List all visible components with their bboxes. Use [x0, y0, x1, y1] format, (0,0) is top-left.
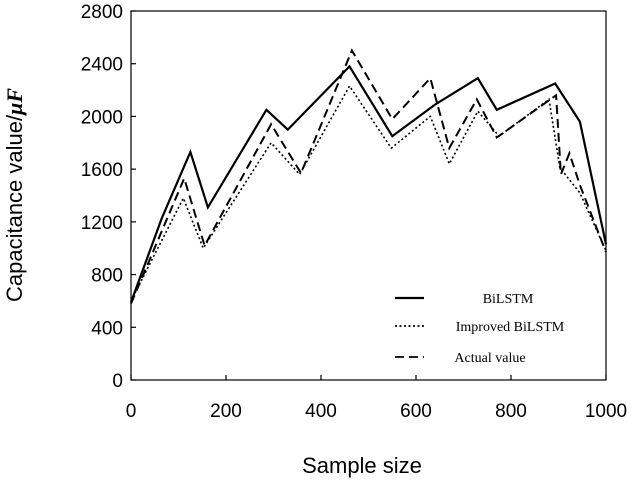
x-tick-label: 200 [210, 401, 242, 422]
y-tick-label: 2000 [81, 107, 123, 128]
y-tick-label: 2800 [81, 2, 123, 23]
x-tick-label: 600 [400, 401, 432, 422]
x-axis-title: Sample size [302, 453, 422, 478]
x-tick-label: 400 [305, 401, 337, 422]
series-lines [129, 48, 608, 304]
y-axis-title-text: Capacitance value/ [2, 114, 27, 302]
x-tick-label: 1000 [585, 401, 627, 422]
y-axis-title-unit: μF [2, 88, 27, 116]
y-tick-label: 0 [112, 371, 123, 392]
y-axis-title: Capacitance value/μF [2, 88, 27, 302]
legend-label: BiLSTM [483, 292, 534, 307]
x-axis-ticks: 0 200 400 600 800 1000 [126, 375, 627, 422]
x-tick-label: 0 [126, 401, 137, 422]
series-line-actual-value [130, 48, 607, 304]
y-tick-label: 400 [91, 318, 123, 339]
legend-label: Improved BiLSTM [456, 320, 565, 335]
legend-label: Actual value [454, 351, 525, 366]
y-axis-ticks: 0 400 800 1200 1600 2000 2400 2800 [81, 2, 136, 392]
x-tick-label: 800 [495, 401, 527, 422]
plot-frame [130, 10, 607, 381]
y-tick-label: 1600 [81, 160, 123, 181]
y-tick-label: 1200 [81, 213, 123, 234]
legend: BiLSTM Improved BiLSTM Actual value [395, 292, 565, 366]
series-line-bilstm [129, 64, 608, 303]
series-line-improved-bilstm [130, 84, 607, 302]
y-tick-label: 2400 [81, 55, 123, 76]
y-tick-label: 800 [91, 266, 123, 287]
